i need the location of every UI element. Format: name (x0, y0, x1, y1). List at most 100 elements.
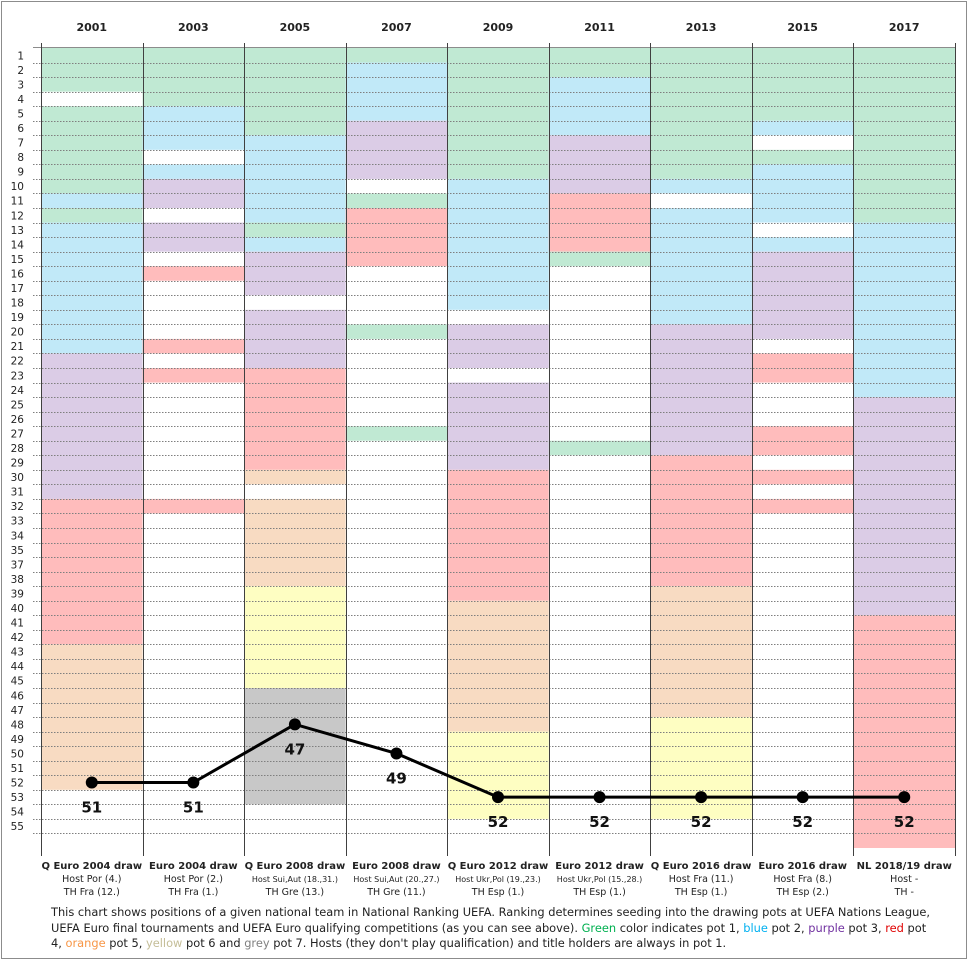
title-holder-label: TH Gre (13.) (265, 887, 324, 898)
year-label: 2009 (483, 21, 514, 34)
column-dividers (41, 43, 956, 856)
pot-red-cell (41, 498, 143, 645)
rank-tick-label: 4 (17, 94, 24, 106)
pot-orange-cell (650, 586, 752, 718)
legend-grey: grey (244, 936, 270, 950)
caption-text: pot 4, (51, 920, 927, 951)
pot-purple-cell (853, 397, 955, 616)
series-point (898, 791, 911, 804)
rank-tick-label: 7 (17, 138, 24, 150)
host-label: Host - (890, 874, 918, 885)
rank-tick-label: 8 (17, 152, 24, 164)
rank-tick-label: 41 (11, 618, 24, 630)
pot-green-cell (345, 48, 448, 63)
legend-green: Green (581, 920, 617, 935)
year-label: 2007 (381, 21, 412, 34)
rank-tick-label: 19 (11, 312, 24, 324)
pot-green-cell (244, 222, 346, 238)
rank-tick-label: 51 (11, 763, 24, 775)
rank-tick-label: 20 (11, 327, 24, 339)
rank-tick-label: 14 (11, 239, 25, 251)
pot-blue-cell (345, 62, 448, 121)
rank-tick-label: 40 (11, 603, 24, 615)
pot-green-cell (650, 48, 752, 179)
title-holder-label: TH - (894, 887, 914, 898)
title-holder-label: TH Esp (1.) (572, 887, 625, 898)
rank-tick-label: 13 (11, 225, 24, 237)
rank-tick-label: 30 (11, 472, 24, 484)
rank-tick-label: 28 (11, 443, 24, 455)
caption-text: pot 6 and (182, 936, 245, 950)
legend-red: red (885, 920, 904, 935)
chart-caption: This chart shows positions of a given na… (51, 905, 931, 952)
pot-blue-cell (244, 135, 346, 223)
rank-tick-label: 6 (17, 123, 24, 135)
rank-tick-label: 18 (11, 298, 24, 310)
rank-tick-label: 52 (11, 778, 24, 790)
series-point (288, 718, 301, 731)
host-label: Host Sui,Aut (20.,27.) (353, 875, 439, 884)
draw-name-label: NL 2018/19 draw (857, 861, 952, 872)
pot-blue-cell (142, 164, 245, 179)
rank-tick-label: 37 (11, 559, 24, 571)
rank-tick-label: 26 (11, 414, 25, 426)
rank-tick-label: 47 (11, 705, 24, 717)
pot-purple-cell (345, 120, 448, 179)
pot-green-cell (447, 48, 549, 179)
legend-yellow: yellow (146, 936, 183, 950)
pot-green-cell (345, 426, 448, 441)
draw-name-label: Euro 2016 draw (758, 861, 847, 872)
caption-text: color indicates pot 1, (616, 920, 744, 935)
series-data-label: 52 (792, 813, 813, 831)
pot-green-cell (548, 440, 651, 456)
rank-axis: 1234567891011121314151617181920212223242… (11, 50, 25, 833)
pot-blue-cell (41, 222, 143, 354)
rank-tick-label: 48 (11, 719, 24, 731)
series-point (85, 776, 98, 789)
pot-red-cell (751, 469, 854, 485)
caption-text: pot 3, (844, 920, 886, 935)
pot-orange-cell (244, 498, 346, 587)
rank-tick-label: 2 (17, 65, 24, 77)
pot-red-cell (142, 338, 245, 354)
rank-tick-label: 12 (11, 210, 24, 222)
rank-tick-label: 39 (11, 588, 24, 600)
pot-green-cell (41, 208, 143, 223)
draw-labels: Q Euro 2004 draw Host Por (4.) TH Fra (12.… (41, 861, 951, 898)
series-point (796, 791, 809, 804)
series-data-label: 47 (284, 740, 305, 758)
pot-yellow-cell (650, 717, 752, 819)
host-label: Host Ukr,Pol (15.,28.) (557, 875, 643, 884)
pot-red-cell (244, 368, 346, 470)
rank-tick-label: 34 (11, 530, 25, 542)
rank-tick-label: 44 (11, 661, 25, 673)
rank-tick-label: 35 (11, 545, 24, 557)
draw-name-label: Euro 2012 draw (555, 861, 644, 872)
pot-green-cell (548, 48, 651, 78)
ranking-chart: 1234567891011121314151617181920212223242… (11, 21, 956, 898)
year-label: 2003 (178, 21, 209, 34)
pot-blue-cell (751, 120, 854, 136)
series-point (593, 791, 606, 804)
rank-tick-label: 54 (11, 807, 25, 819)
draw-name-label: Q Euro 2016 draw (651, 861, 752, 872)
legend-blue: blue (743, 920, 768, 935)
pot-red-cell (650, 455, 752, 587)
title-holder-label: TH Fra (1.) (167, 887, 218, 898)
pot-green-cell (548, 251, 651, 267)
draw-name-label: Euro 2008 draw (352, 861, 441, 872)
rank-tick-label: 11 (11, 196, 24, 208)
rank-tick-label: 23 (11, 370, 24, 382)
year-label: 2013 (686, 21, 717, 34)
rank-tick-label: 3 (17, 79, 24, 91)
legend-purple: purple (808, 920, 845, 935)
caption-text: pot 5, (105, 936, 146, 950)
pot-green-cell (41, 48, 143, 92)
host-label: Host Por (4.) (62, 874, 121, 885)
pot-orange-cell (447, 600, 549, 732)
pot-blue-cell (41, 193, 143, 208)
pot-green-cell (345, 324, 448, 339)
rank-tick-label: 33 (11, 516, 24, 528)
pot-fills (41, 48, 955, 848)
